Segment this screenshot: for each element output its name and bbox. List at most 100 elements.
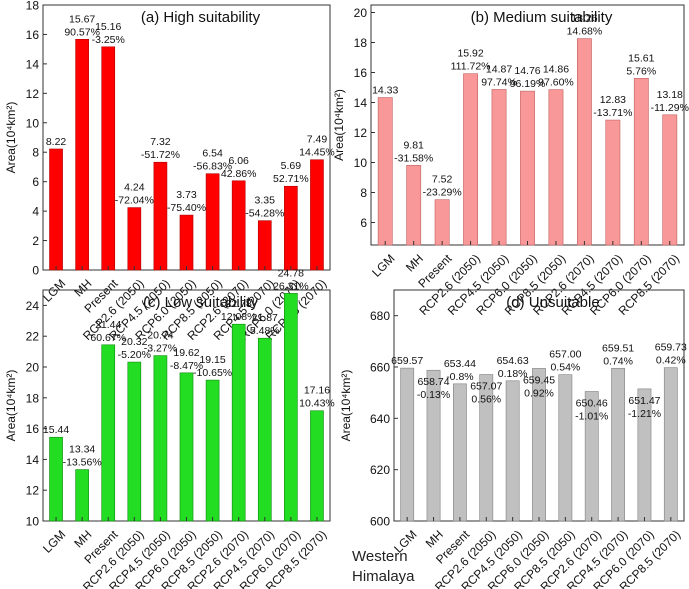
data-label: 15.61 bbox=[628, 52, 654, 64]
data-label: 650.46 bbox=[576, 397, 608, 409]
change-label: 12.08% bbox=[221, 311, 257, 323]
y-tick-label: 680 bbox=[370, 309, 390, 323]
change-label: -54.28% bbox=[245, 208, 284, 220]
y-tick-label: 8 bbox=[360, 186, 367, 200]
bar bbox=[75, 39, 89, 271]
data-label: 7.32 bbox=[150, 136, 171, 148]
y-tick-label: 2 bbox=[32, 234, 39, 248]
change-label: -0.8% bbox=[446, 371, 473, 383]
change-label: -72.04% bbox=[115, 195, 154, 207]
data-label: 653.44 bbox=[444, 358, 476, 370]
data-label: 659.73 bbox=[655, 342, 687, 354]
data-label: 659.57 bbox=[391, 355, 423, 367]
data-label: 20.32 bbox=[121, 336, 147, 348]
change-label: 96.19% bbox=[510, 78, 546, 90]
y-tick-label: 6 bbox=[32, 175, 39, 189]
y-tick-label: 12 bbox=[354, 126, 368, 140]
y-tick-label: 14 bbox=[354, 96, 368, 110]
bar bbox=[406, 165, 422, 246]
bar bbox=[576, 38, 592, 246]
y-tick-label: 12 bbox=[26, 484, 40, 498]
change-label: 14.45% bbox=[299, 147, 335, 159]
data-label: 6.06 bbox=[228, 155, 249, 167]
change-label: 111.72% bbox=[451, 61, 491, 73]
data-label: 17.16 bbox=[304, 385, 330, 397]
change-label: 26.31% bbox=[273, 280, 309, 292]
x-tick-label: LGM bbox=[40, 527, 68, 555]
data-label: 24.78 bbox=[278, 267, 304, 279]
data-label: 22.78 bbox=[226, 298, 252, 310]
change-label: -13.56% bbox=[63, 457, 102, 469]
change-label: -51.72% bbox=[141, 149, 180, 161]
change-label: 0.56% bbox=[471, 394, 501, 406]
y-axis-label: Area(10⁴km²) bbox=[339, 370, 353, 442]
y-tick-label: 20 bbox=[354, 6, 368, 20]
y-tick-label: 10 bbox=[26, 116, 40, 130]
y-tick-label: 22 bbox=[26, 330, 40, 344]
y-tick-label: 16 bbox=[354, 66, 368, 80]
data-label: 12.83 bbox=[600, 94, 626, 106]
data-label: 15.16 bbox=[95, 21, 121, 33]
change-label: 52.71% bbox=[273, 173, 309, 185]
bar bbox=[205, 173, 220, 271]
data-label: 8.22 bbox=[46, 136, 67, 148]
change-label: 0.92% bbox=[524, 387, 554, 399]
change-label: -10.65% bbox=[193, 367, 232, 379]
chart-panel-b: 6 8 10 12 14 16 18 20 Area(10⁴km²) (b) Medium sui… bbox=[332, 4, 689, 318]
bar bbox=[284, 293, 298, 522]
change-label: -8.47% bbox=[170, 360, 203, 372]
data-label: 7.49 bbox=[307, 134, 328, 146]
change-label: 42.86% bbox=[221, 168, 257, 180]
change-label: -0.13% bbox=[417, 389, 450, 401]
data-label: 15.44 bbox=[43, 424, 69, 436]
change-label: -5.20% bbox=[118, 349, 151, 361]
data-label: 19.62 bbox=[173, 347, 199, 359]
bar bbox=[179, 214, 194, 271]
bar bbox=[284, 185, 298, 271]
data-label: 13.34 bbox=[69, 444, 95, 456]
bar bbox=[434, 199, 450, 246]
bar bbox=[611, 367, 625, 522]
bar bbox=[205, 379, 220, 522]
change-label: 97.60% bbox=[538, 77, 574, 89]
data-label: 6.54 bbox=[202, 148, 223, 160]
data-label: 659.51 bbox=[602, 342, 634, 354]
y-tick-label: 18 bbox=[26, 0, 40, 13]
change-label: -56.83% bbox=[193, 161, 232, 173]
change-label: -1.21% bbox=[628, 408, 661, 420]
data-label: 4.24 bbox=[124, 182, 145, 194]
chart-panel-d: 600 620 640 660 680 Area(10⁴km²) (d) Unsuitabl… bbox=[339, 289, 687, 589]
bar bbox=[310, 410, 324, 522]
change-label: 5.76% bbox=[626, 65, 656, 77]
y-tick-label: 8 bbox=[32, 146, 39, 160]
chart-title: (b) Medium suitability bbox=[471, 9, 613, 26]
bar bbox=[257, 337, 272, 522]
data-label: 3.35 bbox=[255, 195, 276, 207]
data-label: 657.00 bbox=[549, 349, 581, 361]
data-label: 19.15 bbox=[199, 354, 225, 366]
change-label: 90.57% bbox=[64, 26, 100, 38]
change-label: 5.48% bbox=[250, 325, 280, 337]
y-tick-label: 18 bbox=[26, 391, 40, 405]
bar bbox=[310, 159, 324, 271]
bar bbox=[231, 180, 246, 271]
data-label: 14.87 bbox=[486, 63, 512, 75]
data-label: 5.69 bbox=[281, 160, 302, 172]
bar bbox=[231, 323, 246, 522]
y-tick-label: 660 bbox=[370, 361, 390, 375]
bar bbox=[153, 161, 168, 271]
change-label: -1.01% bbox=[575, 410, 608, 422]
bar bbox=[257, 220, 272, 271]
data-label: 21.44 bbox=[95, 319, 121, 331]
bar bbox=[377, 97, 393, 246]
bar bbox=[75, 469, 89, 522]
bar bbox=[127, 207, 142, 271]
chart-title: (d) Unsuitable bbox=[506, 294, 599, 311]
y-tick-label: 24 bbox=[26, 299, 40, 313]
y-tick-label: 16 bbox=[26, 422, 40, 436]
bar bbox=[558, 374, 573, 522]
y-axis-label: Area(10⁴km²) bbox=[332, 89, 346, 161]
x-tick-label: MH bbox=[403, 251, 426, 274]
change-label: 60.67% bbox=[90, 332, 126, 344]
